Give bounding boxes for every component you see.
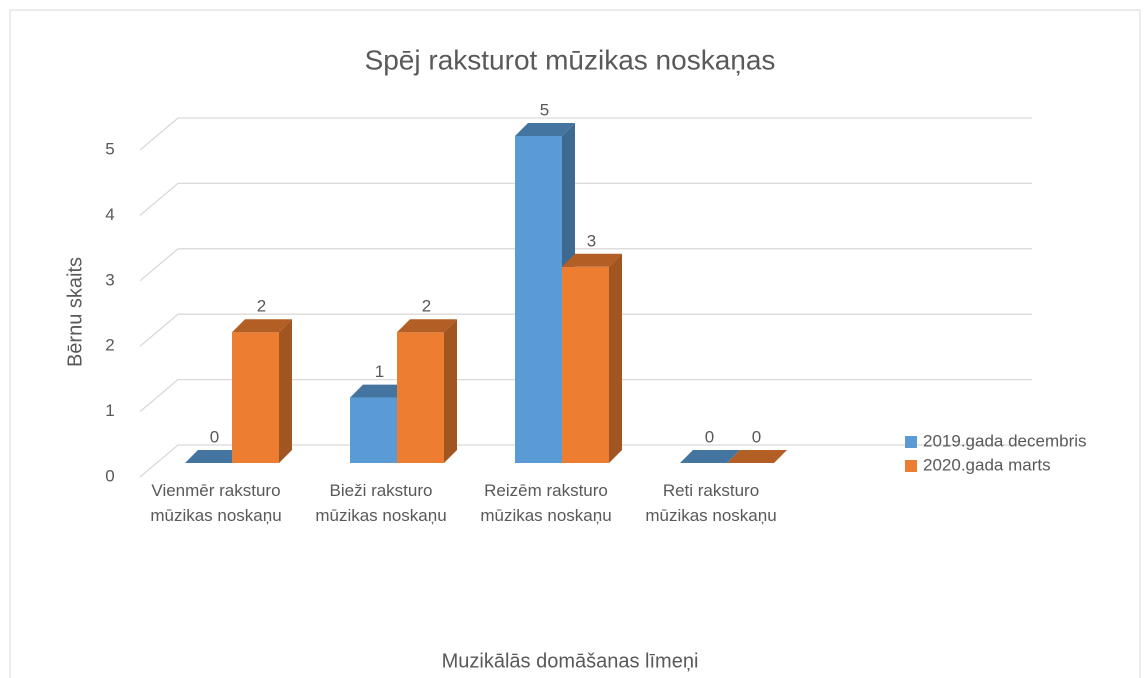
- y-tick-label: 1: [105, 401, 114, 420]
- data-label: 0: [705, 427, 714, 446]
- x-tick-label-box: Vienmēr raksturo mūzikas noskaņu: [150, 481, 282, 525]
- bar-top: [350, 384, 410, 398]
- bar: [350, 397, 397, 463]
- data-label: 5: [540, 100, 549, 119]
- bar-top: [397, 319, 457, 333]
- bar-top: [562, 253, 622, 267]
- x-tick-label: Vienmēr raksturo mūzikas noskaņu: [150, 481, 282, 525]
- grid-line: [139, 378, 1032, 413]
- legend-label: 2020.gada marts: [923, 455, 1051, 474]
- x-axis-label: Muzikālās domāšanas līmeņi: [442, 650, 699, 672]
- bar: [515, 136, 562, 463]
- data-label: 0: [752, 427, 761, 446]
- grid-line: [139, 117, 1032, 151]
- y-tick-label: 4: [105, 205, 114, 224]
- data-label: 0: [210, 427, 219, 446]
- bar-top: [232, 319, 292, 333]
- bar: [562, 266, 609, 463]
- legend-swatch: [905, 436, 917, 448]
- bar-top: [727, 450, 787, 463]
- y-tick-label: 0: [105, 466, 114, 485]
- x-tick-label: Reizēm raksturo mūzikas noskaņu: [480, 481, 612, 525]
- data-label: 3: [587, 231, 596, 250]
- bar-side: [279, 319, 292, 463]
- y-tick-label: 5: [105, 139, 114, 158]
- y-axis-label: Bērnu skaits: [64, 257, 86, 367]
- x-tick-label-box: Reizēm raksturo mūzikas noskaņu: [480, 481, 612, 525]
- bar-top: [515, 123, 575, 136]
- x-tick-label-box: Bieži raksturo mūzikas noskaņu: [315, 481, 447, 525]
- bar-side: [444, 319, 457, 463]
- legend-swatch: [905, 460, 917, 472]
- x-tick-label-box: Reti raksturo mūzikas noskaņu: [645, 481, 777, 525]
- legend-label: 2019.gada decembris: [923, 431, 1087, 450]
- y-tick-label: 2: [105, 336, 114, 355]
- bar-top: [185, 450, 245, 463]
- bar-side: [609, 253, 622, 463]
- grid-line: [139, 313, 1032, 347]
- bar: [232, 332, 279, 463]
- chart-title: Spēj raksturot mūzikas noskaņas: [365, 44, 776, 75]
- bar: [397, 332, 444, 463]
- x-tick-label: Bieži raksturo mūzikas noskaņu: [315, 481, 447, 525]
- data-label: 1: [375, 362, 384, 381]
- data-label: 2: [257, 297, 266, 316]
- data-label: 2: [422, 297, 431, 316]
- grid-line: [139, 182, 1032, 216]
- grid-line: [139, 444, 1032, 478]
- y-tick-label: 3: [105, 270, 114, 289]
- bar-top: [680, 450, 740, 463]
- x-tick-label: Reti raksturo mūzikas noskaņu: [645, 481, 777, 525]
- chart-border: [9, 9, 1141, 678]
- grid-line: [139, 248, 1032, 282]
